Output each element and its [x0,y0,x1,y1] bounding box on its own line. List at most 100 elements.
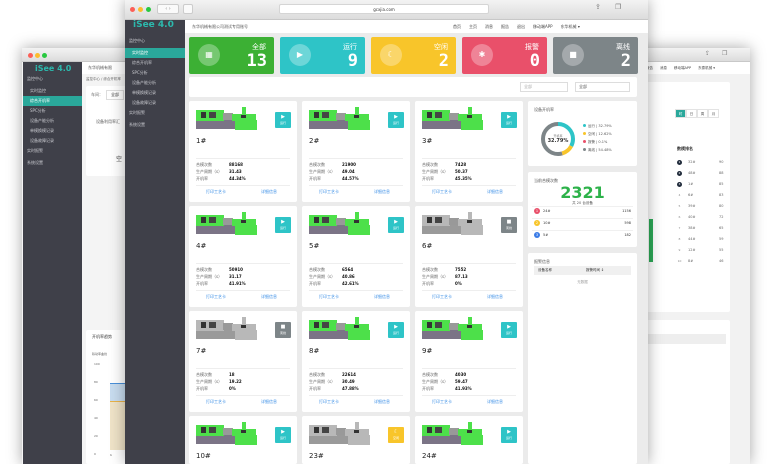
stat-card-play[interactable]: ▶ 运行 9 [280,37,365,74]
close-icon[interactable] [28,53,33,58]
print-card-link[interactable]: 打印工艺卡 [206,294,226,299]
period-tab[interactable]: 时 [675,109,686,118]
sidebar-item[interactable]: 实时监控 [125,48,185,58]
sidebar-item[interactable]: 实时监控 [30,88,46,93]
machine-card[interactable]: ☾ 空闲 23# [302,416,410,464]
header-link[interactable]: 移动端APP [674,66,692,70]
print-card-link[interactable]: 打印工艺卡 [319,189,339,194]
period-tab[interactable]: 周 [697,109,708,118]
machine-card[interactable]: ▶ 运行 8# 合模次数 22614 生产周期（s） 30.49 开机率 47.88% 打印工艺卡… [302,311,410,412]
status-button[interactable]: ▶ 运行 [275,217,291,233]
sidebar-item[interactable]: SPC分析 [30,108,46,113]
sidebar-item[interactable]: 设备故障记录 [132,100,156,105]
shots-value: 6564 [342,267,354,272]
print-card-link[interactable]: 打印工艺卡 [319,294,339,299]
detail-link[interactable]: 详细信息 [374,294,390,299]
sidebar-item[interactable]: 实时报警 [27,148,43,153]
machine-card[interactable]: ▶ 运行 4# 合模次数 50910 生产周期（s） 31.17 开机率 41.91% 打印工艺卡… [189,206,297,307]
detail-link[interactable]: 详细信息 [374,399,390,404]
sidebar-item[interactable]: 设备产能分析 [132,80,156,85]
machine-card[interactable]: ■ 离线 6# 合模次数 7552 生产周期（s） 87.13 开机率 0% 打印工艺卡 详细信息 [415,206,523,307]
status-button[interactable]: ▶ 运行 [275,112,291,128]
sidebar-item[interactable]: 单模换模记录 [132,90,156,95]
header-link[interactable]: 消息 [485,24,493,29]
status-button[interactable]: ▶ 运行 [388,217,404,233]
print-card-link[interactable]: 打印工艺卡 [206,399,226,404]
detail-link[interactable]: 详细信息 [487,294,503,299]
stat-card-grid[interactable]: ▦ 全部 13 [189,37,274,74]
filter-select-2[interactable]: 全部 [575,82,630,92]
col-device-name[interactable]: 设备名称 [538,268,552,272]
close-icon[interactable] [130,7,135,12]
sidebar-item[interactable]: 综合开机率 [132,60,152,65]
status-button[interactable]: ▶ 运行 [501,112,517,128]
header-link[interactable]: 退出 [517,24,525,29]
shots-label: 合模次数 [422,372,438,377]
period-tab[interactable]: 月 [708,109,719,118]
sidebar-item[interactable]: SPC分析 [132,70,148,75]
status-button[interactable]: ▶ 运行 [501,322,517,338]
status-button[interactable]: ▶ 运行 [388,322,404,338]
status-button[interactable]: ▶ 运行 [275,427,291,443]
stat-card-moon[interactable]: ☾ 空闲 2 [371,37,456,74]
sidebar-item[interactable]: 监控中心 [27,76,43,81]
back-forward-buttons[interactable]: ‹ › [157,4,179,14]
sidebar-item[interactable]: 设备产能分析 [30,118,54,123]
machine-card[interactable]: ▶ 运行 5# 合模次数 6564 生产周期（s） 40.86 开机率 42.61% 打印工艺卡 详… [302,206,410,307]
sidebar-item[interactable]: 实时报警 [129,110,145,115]
status-button[interactable]: ▶ 运行 [388,112,404,128]
detail-link[interactable]: 详细信息 [261,294,277,299]
print-card-link[interactable]: 打印工艺卡 [432,399,452,404]
machine-card[interactable]: ▶ 运行 2# 合模次数 21900 生产周期（s） 49.04 开机率 44.57% 打印工艺卡… [302,101,410,202]
minimize-icon[interactable] [35,53,40,58]
machine-card[interactable]: ▶ 运行 10# [189,416,297,464]
maximize-icon[interactable] [42,53,47,58]
header-link[interactable]: 东泰机械 ▾ [698,66,715,70]
status-button[interactable]: ▶ 运行 [501,427,517,443]
workshop-select[interactable]: 全部 [106,90,124,100]
sidebar-item[interactable]: 监控中心 [129,38,145,43]
detail-link[interactable]: 详细信息 [487,399,503,404]
url-bar[interactable]: gcxjia.com [279,4,489,14]
stat-card-alarm[interactable]: ✱ 报警 0 [462,37,547,74]
minimize-icon[interactable] [138,7,143,12]
header-link[interactable]: 消息 [660,66,667,70]
detail-link[interactable]: 详细信息 [374,189,390,194]
status-button[interactable]: ☾ 空闲 [388,427,404,443]
sidebar-item[interactable]: 单模换模记录 [30,128,54,133]
print-card-link[interactable]: 打印工艺卡 [432,189,452,194]
machine-card[interactable]: ▶ 运行 3# 合模次数 7428 生产周期（s） 50.37 开机率 45.35% 打印工艺卡 详… [415,101,523,202]
machine-card[interactable]: ▶ 运行 9# 合模次数 4030 生产周期（s） 59.47 开机率 41.93% 打印工艺卡 详… [415,311,523,412]
machine-card[interactable]: ▶ 运行 1# 合模次数 88168 生产周期（s） 31.43 开机率 44.34% 打印工艺卡… [189,101,297,202]
filter-select-1[interactable]: 全部 [520,82,568,92]
sidebar-item[interactable]: 设备故障记录 [30,138,54,143]
header-link[interactable]: 东华机械 ▾ [560,24,580,29]
status-button[interactable]: ■ 离线 [501,217,517,233]
print-card-link[interactable]: 打印工艺卡 [319,399,339,404]
header-link[interactable]: 首页 [453,24,461,29]
period-tab[interactable]: 日 [686,109,697,118]
stat-card-stop[interactable]: ■ 离线 2 [553,37,638,74]
sidebar-toggle-icon[interactable] [183,4,193,14]
print-card-link[interactable]: 打印工艺卡 [432,294,452,299]
tabs-icon[interactable]: ❐ [722,50,728,57]
sidebar-item[interactable]: 系统设置 [27,160,43,165]
machine-card[interactable]: ▶ 运行 24# [415,416,523,464]
maximize-icon[interactable] [146,7,151,12]
header-link[interactable]: 主页 [469,24,477,29]
tabs-icon[interactable]: ❐ [615,3,622,11]
sidebar-item[interactable]: 系统设置 [129,122,145,127]
sidebar-item[interactable]: 综合开机率 [23,96,82,106]
col-alarm-time[interactable]: 报警时间 ↕ [586,268,605,272]
detail-link[interactable]: 详细信息 [487,189,503,194]
detail-link[interactable]: 详细信息 [261,399,277,404]
machine-card[interactable]: ■ 离线 7# 合模次数 18 生产周期（s） 19.22 开机率 0% 打印工艺卡 详细信息 [189,311,297,412]
print-card-link[interactable]: 打印工艺卡 [206,189,226,194]
share-icon[interactable]: ⇪ [705,50,711,57]
header-link[interactable]: 报告 [646,66,653,70]
status-button[interactable]: ■ 离线 [275,322,291,338]
share-icon[interactable]: ⇪ [595,3,601,11]
detail-link[interactable]: 详细信息 [261,189,277,194]
header-link[interactable]: 报告 [501,24,509,29]
header-link[interactable]: 移动端APP [533,24,553,29]
